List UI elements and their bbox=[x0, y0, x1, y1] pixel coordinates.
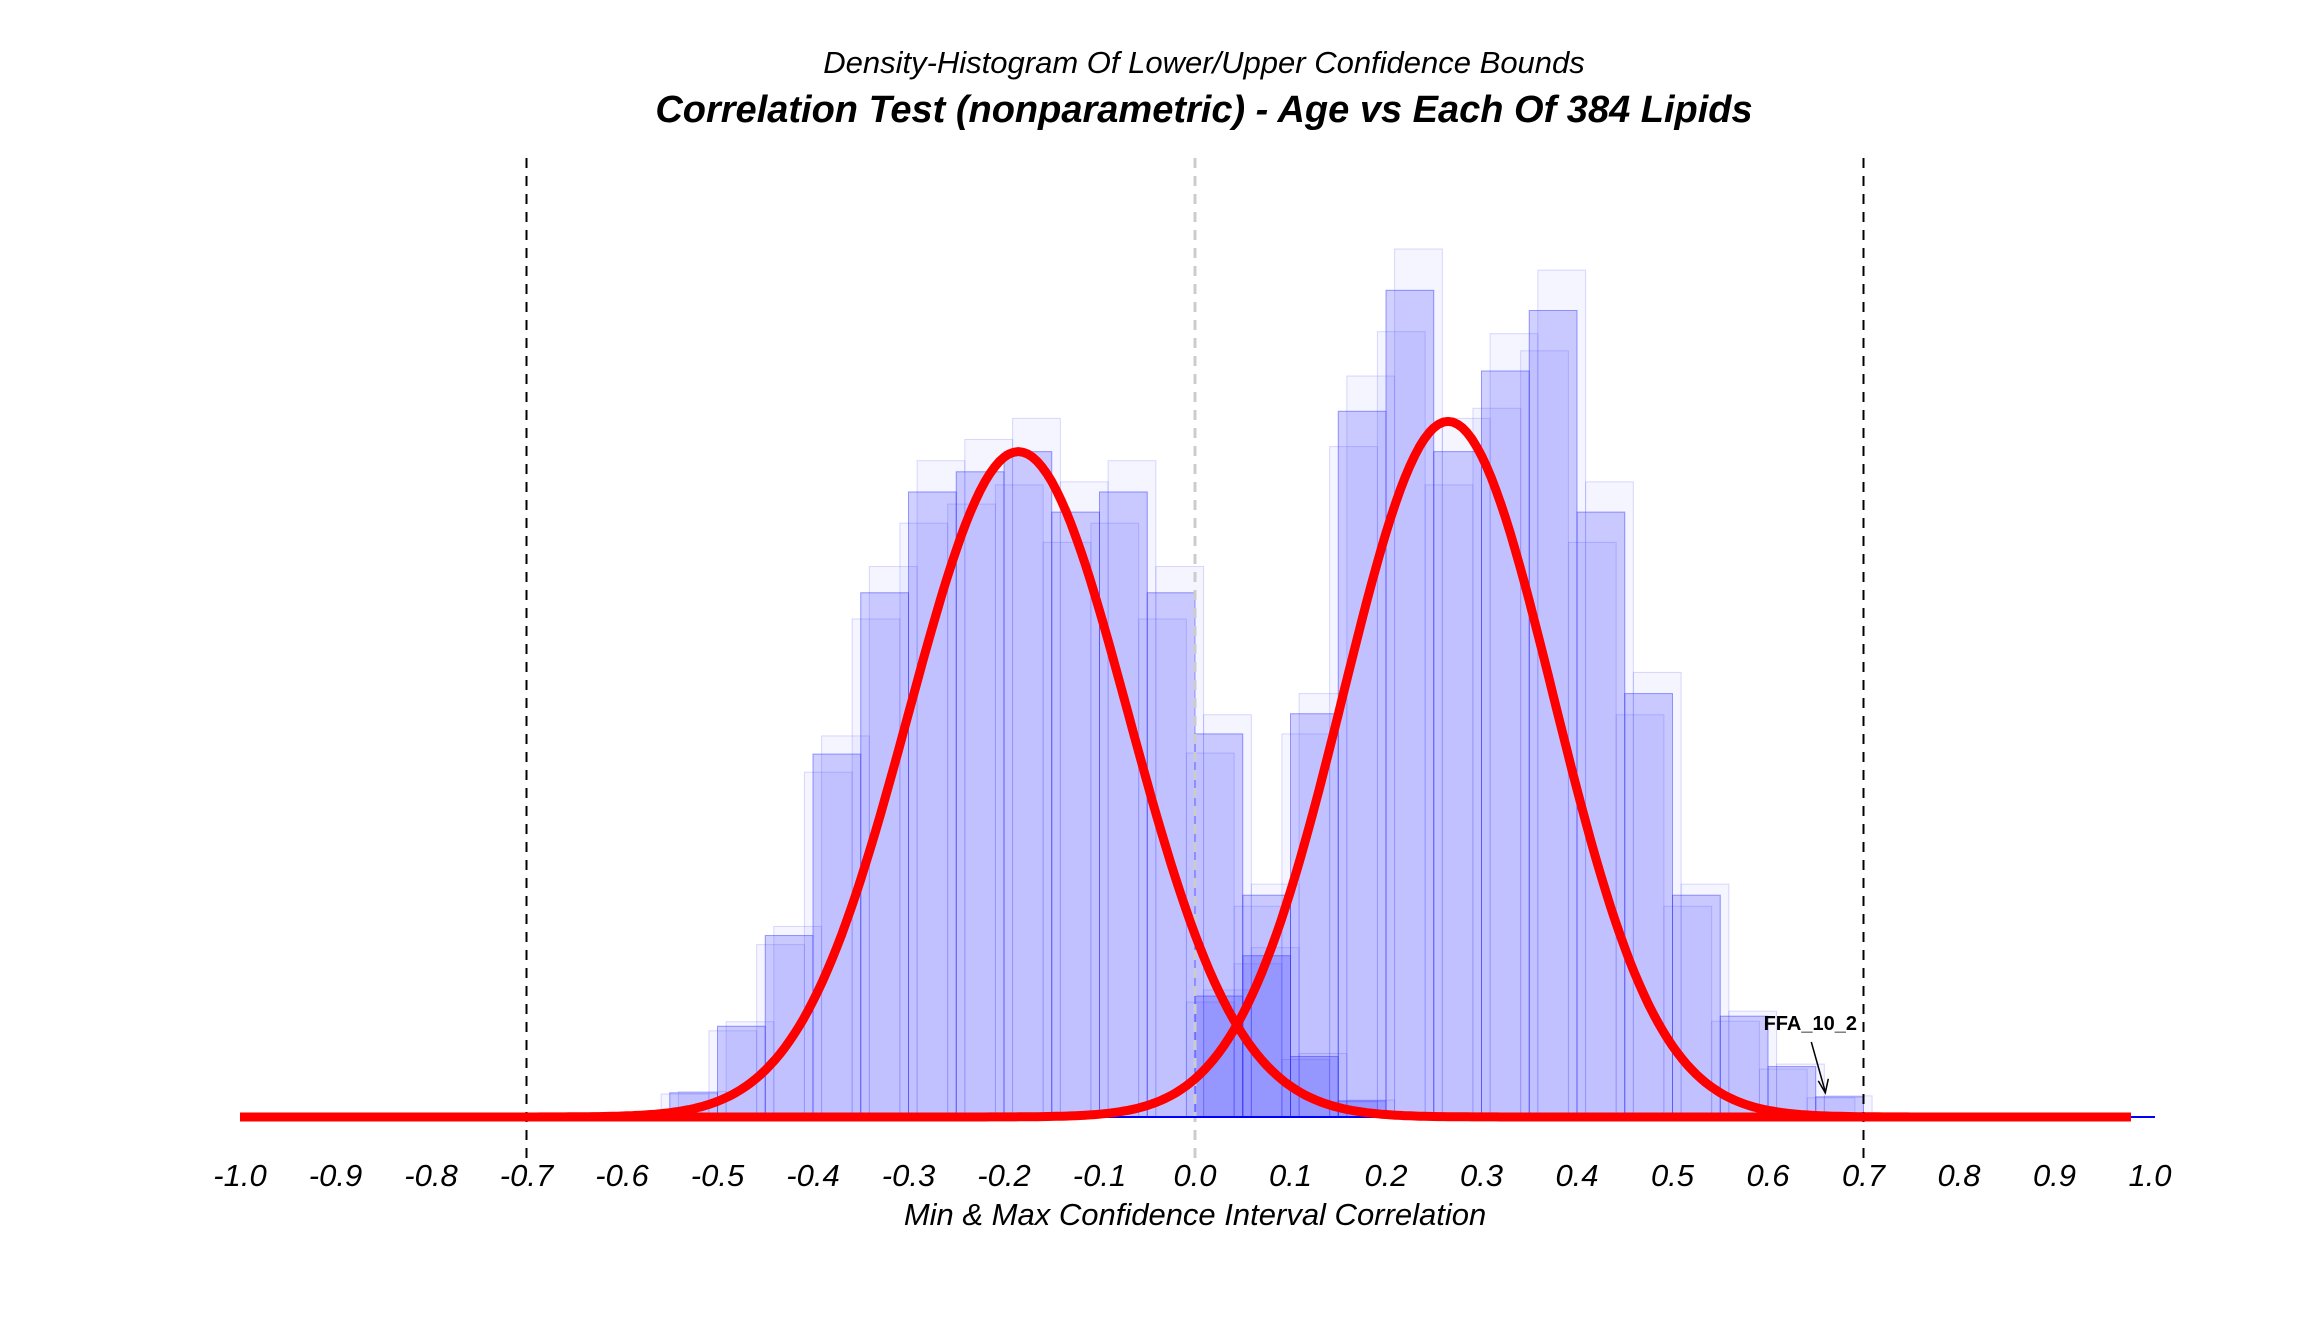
histogram-bar-overlay-0-5-3 bbox=[916, 460, 966, 1118]
histogram-bar-overlay-1-5-3 bbox=[1441, 417, 1491, 1118]
histogram-bar-overlay-1-2-2 bbox=[1290, 713, 1339, 1118]
histogram-bar-1-2 bbox=[1290, 713, 1339, 1118]
histogram-bar-overlay-0-12-2 bbox=[1242, 955, 1291, 1118]
histogram-bar-overlay-0-8-1 bbox=[1042, 541, 1092, 1118]
histogram-bar-overlay-0-3-1 bbox=[803, 771, 853, 1118]
histogram-bar-overlay-0-11-3 bbox=[1203, 714, 1252, 1118]
histogram-bar-overlay-1-4-1 bbox=[1376, 331, 1426, 1118]
histogram-bar-overlay-0-4-3 bbox=[868, 566, 918, 1118]
x-tick-label: 0.0 bbox=[1173, 1158, 1216, 1193]
histogram-bar-overlay-0-6-2 bbox=[955, 471, 1005, 1118]
histogram-layer bbox=[660, 248, 1873, 1118]
histogram-bar-overlay-0-2-2 bbox=[764, 935, 814, 1118]
histogram-bar-0-7 bbox=[1003, 451, 1053, 1118]
x-tick-label: -0.5 bbox=[691, 1158, 745, 1193]
x-tick-label: -0.3 bbox=[882, 1158, 935, 1193]
x-tick-label: -1.0 bbox=[213, 1158, 266, 1193]
histogram-bar-1-6 bbox=[1481, 370, 1530, 1118]
histogram-bar-overlay-1-3-1 bbox=[1329, 446, 1378, 1118]
histogram-bar-overlay-1-6-2 bbox=[1481, 370, 1530, 1118]
histogram-bar-1-9 bbox=[1624, 693, 1673, 1118]
x-tick-label: 0.9 bbox=[2033, 1158, 2076, 1193]
histogram-bar-overlay-1-2-1 bbox=[1281, 733, 1331, 1118]
x-tick-label: 0.2 bbox=[1364, 1158, 1407, 1193]
histogram-bar-overlay-0-6-1 bbox=[947, 503, 996, 1118]
x-tick-label: -0.4 bbox=[786, 1158, 839, 1193]
histogram-bar-0-6 bbox=[955, 471, 1005, 1118]
histogram-bar-overlay-1-9-2 bbox=[1624, 693, 1673, 1118]
x-tick-label: 0.5 bbox=[1651, 1158, 1695, 1193]
histogram-bar-overlay-0-8-3 bbox=[1059, 481, 1109, 1118]
histogram-bar-overlay-1-5-1 bbox=[1424, 484, 1474, 1118]
x-tick-label: 0.6 bbox=[1746, 1158, 1790, 1193]
x-tick-label: -0.6 bbox=[595, 1158, 649, 1193]
histogram-bar-1-3 bbox=[1337, 410, 1387, 1118]
reference-lines bbox=[525, 158, 1865, 1160]
histogram-bar-overlay-1-8-3 bbox=[1585, 481, 1634, 1118]
histogram-bar-0-2 bbox=[764, 935, 814, 1118]
x-tick-label: -0.7 bbox=[500, 1158, 555, 1193]
x-tick-label: -0.9 bbox=[309, 1158, 362, 1193]
histogram-bar-overlay-0-9-2 bbox=[1099, 491, 1148, 1118]
x-tick-label: 0.4 bbox=[1555, 1158, 1598, 1193]
chart-subtitle: Density-Histogram Of Lower/Upper Confide… bbox=[823, 45, 1585, 80]
x-axis-ticks: -1.0 -0.9 -0.8 -0.7 -0.6 -0.5 -0.4 -0.3 -0.2 -0.1… bbox=[213, 1158, 2171, 1193]
x-tick-label: 0.3 bbox=[1460, 1158, 1503, 1193]
histogram-bar-0-9 bbox=[1099, 491, 1148, 1118]
x-tick-label: 0.1 bbox=[1269, 1158, 1312, 1193]
histogram-bar-overlay-1-4-3 bbox=[1394, 248, 1443, 1118]
annotation-arrow bbox=[1810, 1041, 1827, 1093]
histogram-bar-overlay-0-10-1 bbox=[1138, 618, 1187, 1118]
x-tick-label: -0.1 bbox=[1073, 1158, 1126, 1193]
histogram-bar-overlay-0-5-2 bbox=[908, 491, 957, 1118]
x-tick-label: 1.0 bbox=[2128, 1158, 2171, 1193]
histogram-bar-overlay-1-2-3 bbox=[1298, 693, 1348, 1118]
histogram-bar-1-4 bbox=[1385, 289, 1435, 1118]
histogram-bar-0-8 bbox=[1051, 511, 1100, 1118]
histogram-bar-overlay-0-7-1 bbox=[994, 484, 1044, 1118]
histogram-bar-0-5 bbox=[908, 491, 957, 1118]
x-tick-label: 0.8 bbox=[1937, 1158, 1981, 1193]
annotation-label: FFA_10_2 bbox=[1764, 1013, 1857, 1035]
histogram-bar-overlay-0-7-3 bbox=[1012, 417, 1061, 1118]
histogram-bar-1-5 bbox=[1433, 451, 1482, 1118]
density-curves bbox=[240, 416, 2131, 1122]
annotations: FFA_10_2 bbox=[1764, 1013, 1857, 1095]
x-tick-label: -0.8 bbox=[404, 1158, 458, 1193]
x-tick-label: -0.2 bbox=[977, 1158, 1030, 1193]
histogram-bar-overlay-0-5-1 bbox=[899, 522, 949, 1118]
histogram-bar-overlay-0-6-3 bbox=[964, 439, 1014, 1118]
histogram-bar-0-12 bbox=[1242, 955, 1291, 1118]
histogram-bar-overlay-0-8-2 bbox=[1051, 511, 1100, 1118]
density-curve-upper-bound bbox=[240, 416, 2131, 1122]
chart-title: Correlation Test (nonparametric) - Age v… bbox=[655, 89, 1752, 131]
x-axis-label: Min & Max Confidence Interval Correlatio… bbox=[904, 1197, 1486, 1232]
annotation-arrowhead bbox=[1817, 1078, 1830, 1095]
histogram-bar-overlay-1-6-3 bbox=[1489, 333, 1539, 1118]
x-tick-label: 0.7 bbox=[1842, 1158, 1887, 1193]
